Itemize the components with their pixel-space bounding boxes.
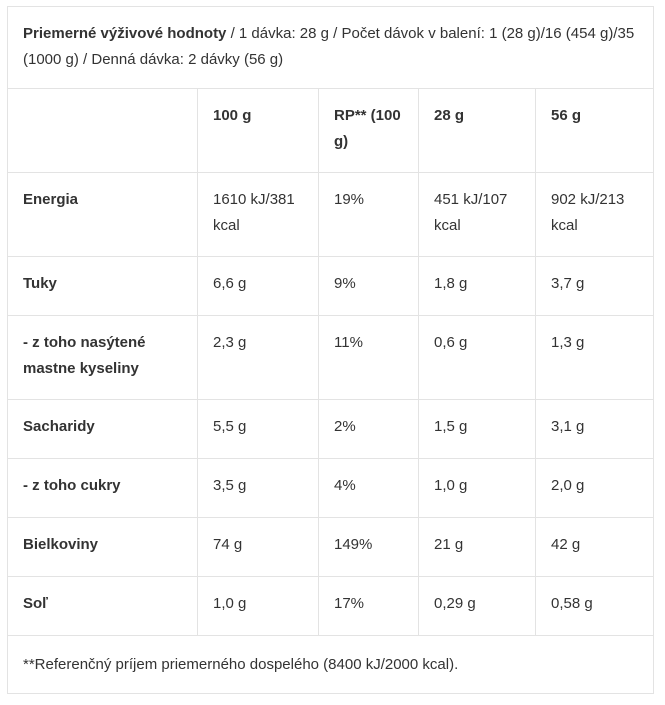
table-header-row: Priemerné výživové hodnoty / 1 dávka: 28… <box>7 6 654 89</box>
column-header: 28 g <box>418 88 536 173</box>
table-cell: 11% <box>318 315 419 400</box>
table-footer-row: **Referenčný príjem priemerného dospeléh… <box>7 635 654 694</box>
table-cell: 5,5 g <box>197 399 319 459</box>
table-cell: 9% <box>318 256 419 316</box>
column-header: 100 g <box>197 88 319 173</box>
table-cell: 3,1 g <box>535 399 654 459</box>
table-cell: 0,29 g <box>418 576 536 636</box>
serving-info-details: / 1 dávka: 28 g / Počet dávok v balení: … <box>23 25 635 68</box>
table-cell: 4% <box>318 458 419 518</box>
column-header: RP** (100 g) <box>318 88 419 173</box>
row-label: Tuky <box>7 256 198 316</box>
nutrition-table-container: Priemerné výživové hodnoty / 1 dávka: 28… <box>7 6 654 694</box>
table-cell: 149% <box>318 517 419 577</box>
column-header-empty <box>7 88 198 173</box>
table-cell: 0,58 g <box>535 576 654 636</box>
table-cell: 1,0 g <box>418 458 536 518</box>
table-cell: 2% <box>318 399 419 459</box>
table-row: - z toho cukry 3,5 g 4% 1,0 g 2,0 g <box>7 458 654 518</box>
table-cell: 902 kJ/213 kcal <box>535 172 654 257</box>
table-row: Tuky 6,6 g 9% 1,8 g 3,7 g <box>7 256 654 316</box>
row-label: Energia <box>7 172 198 257</box>
serving-info-title: Priemerné výživové hodnoty <box>23 25 227 42</box>
table-cell: 1,3 g <box>535 315 654 400</box>
table-cell: 1,8 g <box>418 256 536 316</box>
serving-info: Priemerné výživové hodnoty / 1 dávka: 28… <box>7 6 654 89</box>
row-label: Sacharidy <box>7 399 198 459</box>
table-cell: 74 g <box>197 517 319 577</box>
table-cell: 1,0 g <box>197 576 319 636</box>
table-row: Bielkoviny 74 g 149% 21 g 42 g <box>7 517 654 577</box>
table-cell: 2,0 g <box>535 458 654 518</box>
nutrition-table: Priemerné výživové hodnoty / 1 dávka: 28… <box>7 6 654 694</box>
reference-note: **Referenčný príjem priemerného dospeléh… <box>7 635 654 694</box>
table-cell: 0,6 g <box>418 315 536 400</box>
table-cell: 6,6 g <box>197 256 319 316</box>
row-label: Bielkoviny <box>7 517 198 577</box>
table-cell: 3,5 g <box>197 458 319 518</box>
table-cell: 17% <box>318 576 419 636</box>
row-label: Soľ <box>7 576 198 636</box>
table-row: Energia 1610 kJ/381 kcal 19% 451 kJ/107 … <box>7 172 654 257</box>
column-header: 56 g <box>535 88 654 173</box>
table-cell: 21 g <box>418 517 536 577</box>
table-cell: 19% <box>318 172 419 257</box>
table-row: Sacharidy 5,5 g 2% 1,5 g 3,1 g <box>7 399 654 459</box>
table-row: - z toho nasýtené mastne kyseliny 2,3 g … <box>7 315 654 400</box>
row-label: - z toho cukry <box>7 458 198 518</box>
table-cell: 42 g <box>535 517 654 577</box>
table-cell: 451 kJ/107 kcal <box>418 172 536 257</box>
table-cell: 1610 kJ/381 kcal <box>197 172 319 257</box>
table-row: Soľ 1,0 g 17% 0,29 g 0,58 g <box>7 576 654 636</box>
table-cell: 2,3 g <box>197 315 319 400</box>
table-cell: 3,7 g <box>535 256 654 316</box>
table-cell: 1,5 g <box>418 399 536 459</box>
row-label: - z toho nasýtené mastne kyseliny <box>7 315 198 400</box>
column-header-row: 100 g RP** (100 g) 28 g 56 g <box>7 88 654 173</box>
